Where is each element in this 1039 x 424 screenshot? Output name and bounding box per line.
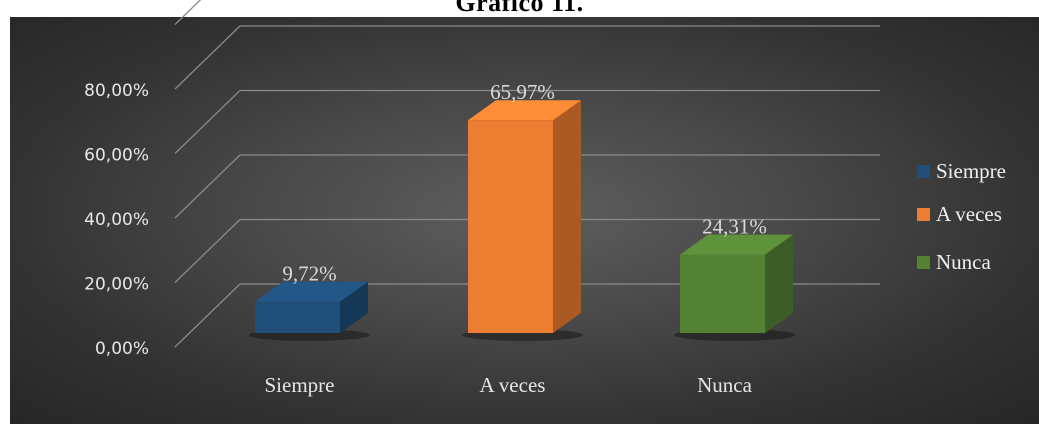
y-tick-label: 40,00% <box>84 210 149 230</box>
y-tick-label: 0,00% <box>95 339 149 359</box>
legend-swatch <box>917 165 930 178</box>
gridline-diagonal <box>174 90 241 154</box>
gridline-diagonal <box>174 283 241 348</box>
bar-top <box>468 100 581 121</box>
x-category-label: Nunca <box>697 373 752 397</box>
chart-title: Gráfico 11. <box>455 0 584 17</box>
bar-top <box>255 281 368 302</box>
x-category-label: A veces <box>480 373 546 397</box>
legend-item-label: A veces <box>936 202 1002 226</box>
gridline-diagonal <box>174 219 241 283</box>
bar-side <box>765 234 793 333</box>
y-tick-label: 80,00% <box>84 81 149 101</box>
bar-a-veces <box>468 120 553 333</box>
bar-siempre <box>255 301 340 333</box>
data-label: 24,31% <box>702 215 767 239</box>
legend-item-label: Siempre <box>936 159 1006 183</box>
legend-swatch <box>917 208 930 221</box>
data-label: 65,97% <box>490 80 555 104</box>
x-category-label: Siempre <box>265 373 335 397</box>
bar-nunca <box>680 254 765 333</box>
gridline-diagonal <box>174 25 241 90</box>
data-label: 9,72% <box>282 262 336 286</box>
bar-side <box>553 100 581 333</box>
bar-side <box>340 281 368 333</box>
legend-swatch <box>917 256 930 269</box>
legend-item-label: Nunca <box>936 250 991 274</box>
y-tick-label: 20,00% <box>84 275 149 295</box>
y-tick-label: 60,00% <box>84 146 149 166</box>
bar-top <box>680 234 793 255</box>
gridline-diagonal <box>174 0 202 25</box>
gridline-diagonal <box>174 154 241 219</box>
